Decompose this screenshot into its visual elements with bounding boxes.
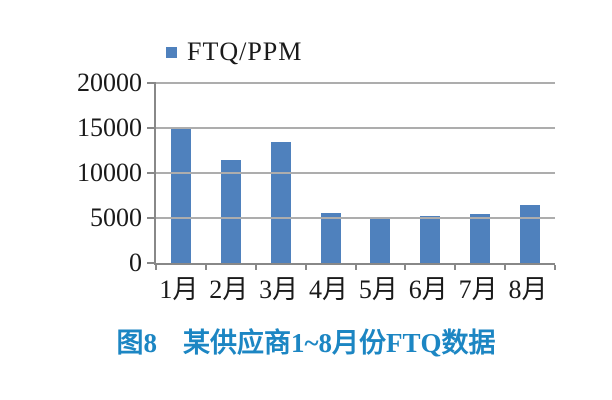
plot-area	[147, 82, 556, 270]
bar-3月	[270, 141, 291, 263]
x-axis-tick	[554, 265, 556, 270]
y-tick-label: 20000	[77, 68, 142, 97]
bar-1月	[170, 128, 191, 263]
y-tick-label: 5000	[90, 203, 142, 232]
bar-slot-4月	[306, 83, 356, 263]
y-tick-label: 0	[129, 248, 142, 277]
bar-slot-3月	[256, 83, 306, 263]
y-axis-tick	[147, 172, 156, 174]
bar-7月	[470, 213, 491, 263]
gridline-15000	[156, 127, 555, 129]
legend-label: FTQ/PPM	[187, 37, 303, 66]
legend-marker-square	[166, 46, 177, 58]
bar-series	[156, 83, 555, 263]
y-axis-tick	[147, 217, 156, 219]
caption-text: 某供应商1~8月份FTQ数据	[182, 328, 496, 358]
x-axis-tick	[254, 265, 257, 270]
bar-6月	[420, 216, 441, 263]
bar-4月	[320, 212, 341, 263]
bar-8月	[520, 204, 541, 263]
bar-slot-6月	[405, 83, 455, 263]
y-tick-label: 15000	[77, 113, 142, 142]
y-axis-tick	[147, 127, 156, 129]
bar-slot-8月	[505, 83, 555, 263]
x-axis-tick	[504, 265, 507, 270]
x-tick-label: 6月	[408, 275, 448, 304]
bar-slot-5月	[356, 83, 406, 263]
figure-caption: 图8 某供应商1~8月份FTQ数据	[0, 321, 612, 360]
figure-number: 图8	[116, 328, 157, 358]
gridline-20000	[156, 82, 555, 84]
y-axis-tick	[147, 82, 156, 84]
x-tick-label: 3月	[259, 275, 299, 304]
bar-slot-7月	[455, 83, 505, 263]
x-axis: 1月 2月 3月 4月 5月 6月 7月 8月	[154, 269, 553, 306]
bar-slot-1月	[156, 83, 206, 263]
x-tick-label: 2月	[209, 275, 249, 304]
x-tick-label: 5月	[358, 275, 398, 304]
x-tick-label: 7月	[458, 275, 498, 304]
bar-2月	[220, 159, 241, 263]
gridline-10000	[156, 172, 555, 174]
x-axis-tick	[155, 265, 157, 270]
x-axis-tick	[204, 265, 207, 270]
x-axis-tick	[354, 265, 357, 270]
x-tick-label: 8月	[508, 275, 548, 304]
bar-slot-2月	[206, 83, 256, 263]
x-axis-tick	[404, 265, 407, 270]
chart-legend: FTQ/PPM	[166, 38, 302, 66]
x-tick-label: 1月	[159, 275, 199, 304]
gridline-5000	[156, 217, 555, 219]
x-axis-tick	[304, 265, 307, 270]
x-tick-label: 4月	[309, 275, 349, 304]
x-axis-tick	[454, 265, 457, 270]
y-tick-label: 10000	[77, 158, 142, 187]
bar-5月	[370, 218, 391, 263]
y-axis-tick	[147, 262, 156, 264]
